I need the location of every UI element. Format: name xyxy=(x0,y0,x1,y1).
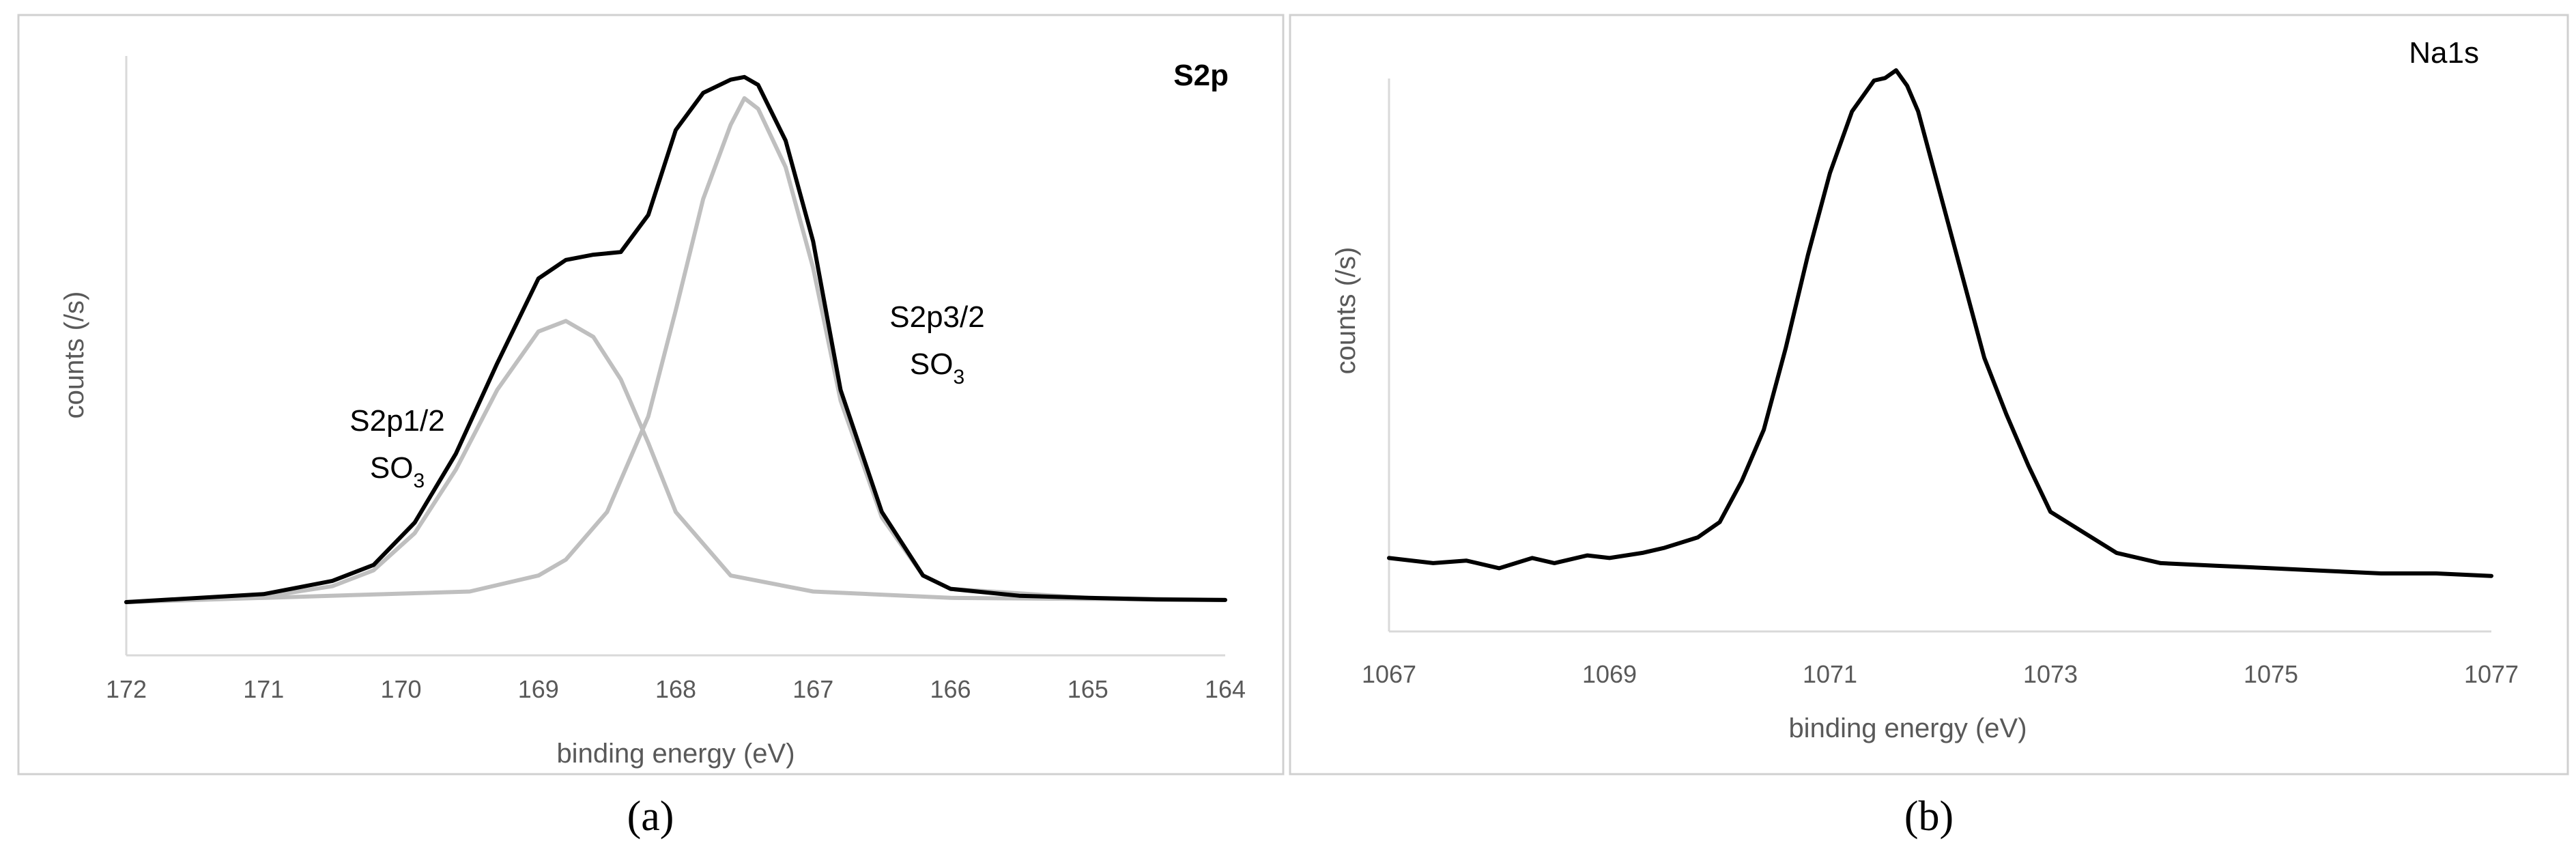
annotation-s2p12-line1: S2p1/2 xyxy=(349,404,444,438)
panel-a-x-tick: 168 xyxy=(655,675,696,703)
panel-a-x-tick: 166 xyxy=(930,675,971,703)
panel-b-title: Na1s xyxy=(2409,36,2479,70)
panel-b-y-label: counts (/s) xyxy=(1331,247,1361,375)
panel-b: 1067 1069 1071 1073 1075 1077 Na1s binding en… xyxy=(1289,14,2569,775)
panel-b-x-tick: 1067 xyxy=(1362,660,1416,688)
panel-b-x-tick: 1077 xyxy=(2464,660,2519,688)
caption-b: (b) xyxy=(1904,793,1954,840)
panel-a: 172 171 170 169 168 167 166 165 164 S2p binding … xyxy=(17,14,1285,775)
panel-a-x-tick: 169 xyxy=(518,675,559,703)
caption-a: (a) xyxy=(627,793,674,840)
panel-a-x-tick: 171 xyxy=(243,675,284,703)
panel-a-y-label: counts (/s) xyxy=(59,291,89,419)
annotation-s2p32-line2: SO3 xyxy=(910,347,964,388)
annotation-s2p12-line2: SO3 xyxy=(370,451,425,492)
panel-b-x-tick: 1075 xyxy=(2244,660,2298,688)
panel-b-x-tick: 1071 xyxy=(1803,660,1857,688)
panel-b-x-tick: 1073 xyxy=(2023,660,2078,688)
panel-a-frame xyxy=(17,14,1285,775)
panel-a-x-tick: 167 xyxy=(792,675,833,703)
panel-a-x-label: binding energy (eV) xyxy=(556,739,795,769)
panel-a-series-envelope-2 xyxy=(124,74,1227,604)
annotation-s2p32-line1: S2p3/2 xyxy=(889,300,984,334)
panel-a-x-tick: 165 xyxy=(1068,675,1108,703)
panel-a-x-tick: 170 xyxy=(380,675,421,703)
panel-b-x-tick: 1069 xyxy=(1582,660,1637,688)
panel-b-x-label: binding energy (eV) xyxy=(1788,713,2027,743)
panel-a-series-component-1 xyxy=(124,96,1227,604)
panel-a-series-component-0 xyxy=(124,319,1227,604)
panel-a-x-tick: 164 xyxy=(1205,675,1246,703)
panel-b-series-line-0 xyxy=(1387,68,2493,578)
panel-a-title: S2p xyxy=(1173,59,1229,92)
panel-b-frame xyxy=(1289,14,2569,775)
panel-a-x-tick: 172 xyxy=(106,675,147,703)
